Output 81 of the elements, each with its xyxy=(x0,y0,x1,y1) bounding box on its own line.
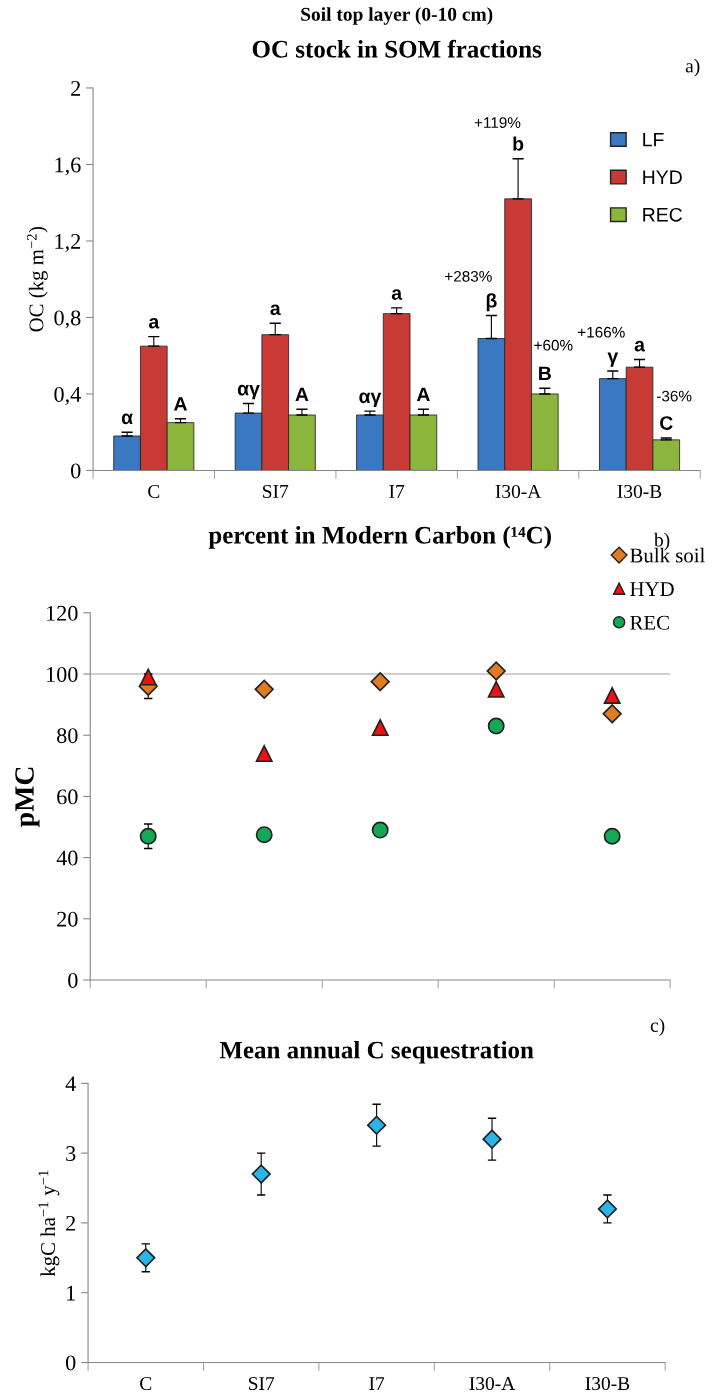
x-tick-label: I7 xyxy=(369,1377,385,1390)
point xyxy=(487,680,505,698)
data-label: a xyxy=(634,340,646,352)
y-tick-label: 0 xyxy=(68,972,78,988)
chart-title: OC stock in SOM fractions xyxy=(252,39,542,58)
text: c) xyxy=(650,1018,665,1036)
point xyxy=(255,826,273,844)
x-tick-label: I30-A xyxy=(495,484,542,499)
legend-label: LF xyxy=(643,132,664,147)
annotation: +166% xyxy=(578,326,625,338)
point xyxy=(139,668,157,686)
text: a) xyxy=(685,58,700,77)
point xyxy=(370,672,390,692)
y-tick-label: 40 xyxy=(56,850,78,866)
point xyxy=(487,717,505,735)
y-tick-label: 60 xyxy=(57,789,78,805)
point xyxy=(255,745,273,763)
point xyxy=(482,1129,502,1149)
data-label: αγ xyxy=(237,384,260,400)
x-tick-label: I7 xyxy=(389,485,405,498)
y-tick-label: 120 xyxy=(47,605,78,621)
data-label: β xyxy=(486,293,497,312)
y-tick-label: 1,2 xyxy=(55,233,81,253)
chart-title: percent in Modern Carbon (¹⁴C) xyxy=(208,526,551,549)
data-label: αγ xyxy=(359,392,382,407)
y-axis-title: pMC xyxy=(15,767,40,827)
legend-label: HYD xyxy=(630,582,674,596)
x-tick-label: C xyxy=(140,1377,152,1391)
legend-label: HYD xyxy=(643,170,682,184)
y-tick-label: 100 xyxy=(47,666,78,682)
y-axis-title: kgC ha$^{−1}$ y$^{−1}$ xyxy=(38,1170,60,1277)
legend-label: REC xyxy=(630,615,669,630)
data-label: a xyxy=(391,289,403,300)
point xyxy=(136,1248,156,1268)
chart-title: Mean annual C sequestration xyxy=(219,1040,534,1064)
point xyxy=(603,827,621,845)
data-label: A xyxy=(416,387,430,402)
y-tick-label: 4 xyxy=(65,1076,76,1092)
point xyxy=(251,1164,271,1184)
data-label: C xyxy=(660,416,673,430)
chart-subtitle: Soil top layer (0-10 cm) xyxy=(301,7,493,25)
point xyxy=(371,719,389,737)
x-tick-label: SI7 xyxy=(263,484,289,499)
y-tick-label: 2 xyxy=(71,80,81,96)
point xyxy=(602,704,622,724)
legend-label: REC xyxy=(643,207,683,222)
point xyxy=(603,686,621,704)
point xyxy=(486,661,506,681)
data-label: B xyxy=(539,366,551,381)
point xyxy=(139,827,157,845)
y-tick-label: 0 xyxy=(71,463,81,479)
point xyxy=(597,1199,618,1219)
data-label: a xyxy=(270,304,281,316)
x-tick-label: SI7 xyxy=(248,1377,275,1391)
y-tick-label: 2 xyxy=(66,1215,76,1231)
x-tick-label: I30-B xyxy=(585,1376,630,1391)
point xyxy=(366,1115,387,1135)
point xyxy=(254,679,274,700)
data-label: A xyxy=(173,397,188,411)
annotation: +119% xyxy=(474,117,521,128)
annotation: +283% xyxy=(445,270,492,282)
y-tick-label: 0,8 xyxy=(54,310,81,329)
x-tick-label: I30-B xyxy=(617,484,662,499)
y-tick-label: 3 xyxy=(66,1146,76,1162)
data-label: b xyxy=(513,136,524,151)
point xyxy=(371,821,389,839)
y-tick-label: 0 xyxy=(66,1355,76,1371)
annotation: +60% xyxy=(534,339,573,351)
annotation: -36% xyxy=(656,390,692,402)
y-tick-label: 20 xyxy=(57,911,78,927)
x-tick-label: C xyxy=(148,484,160,499)
data-label: γ xyxy=(607,352,619,367)
y-tick-label: 0,4 xyxy=(54,386,81,406)
data-label: a xyxy=(148,317,160,329)
y-tick-label: 1 xyxy=(67,1285,75,1301)
x-tick-label: I30-A xyxy=(469,1376,516,1391)
data-label: A xyxy=(295,387,309,402)
y-axis-title: OC (kg m$^{−2}$) xyxy=(26,226,48,332)
data-label: α xyxy=(121,413,133,425)
y-tick-label: 1,6 xyxy=(55,157,81,176)
y-tick-label: 80 xyxy=(57,728,78,744)
